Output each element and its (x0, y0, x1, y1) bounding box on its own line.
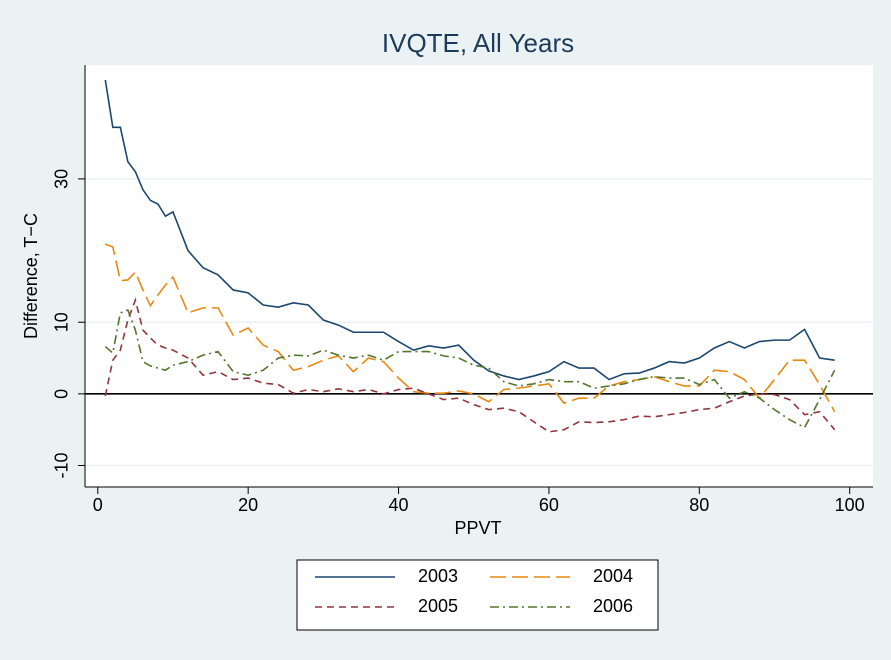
y-axis-label: Difference, T−C (21, 213, 41, 339)
legend-label: 2004 (593, 566, 633, 586)
legend-label: 2003 (418, 566, 458, 586)
x-tick-label: 60 (539, 495, 559, 515)
x-tick-label: 0 (93, 495, 103, 515)
x-tick-label: 80 (689, 495, 709, 515)
x-tick-label: 20 (238, 495, 258, 515)
legend-label: 2005 (418, 596, 458, 616)
y-tick-label: 30 (52, 169, 72, 189)
series-line (104, 297, 836, 433)
legend-label: 2006 (593, 596, 633, 616)
x-tick-label: 40 (389, 495, 409, 515)
x-axis-label: PPVT (454, 518, 501, 538)
y-tick-label: 0 (52, 389, 72, 399)
series-line (104, 79, 835, 381)
legend-box (296, 559, 659, 631)
x-tick-label: 100 (835, 495, 865, 515)
chart-title: IVQTE, All Years (382, 28, 574, 58)
y-tick-label: -10 (52, 452, 72, 478)
plot-area (85, 65, 873, 487)
y-tick-label: 10 (52, 312, 72, 332)
series-line (104, 308, 836, 429)
